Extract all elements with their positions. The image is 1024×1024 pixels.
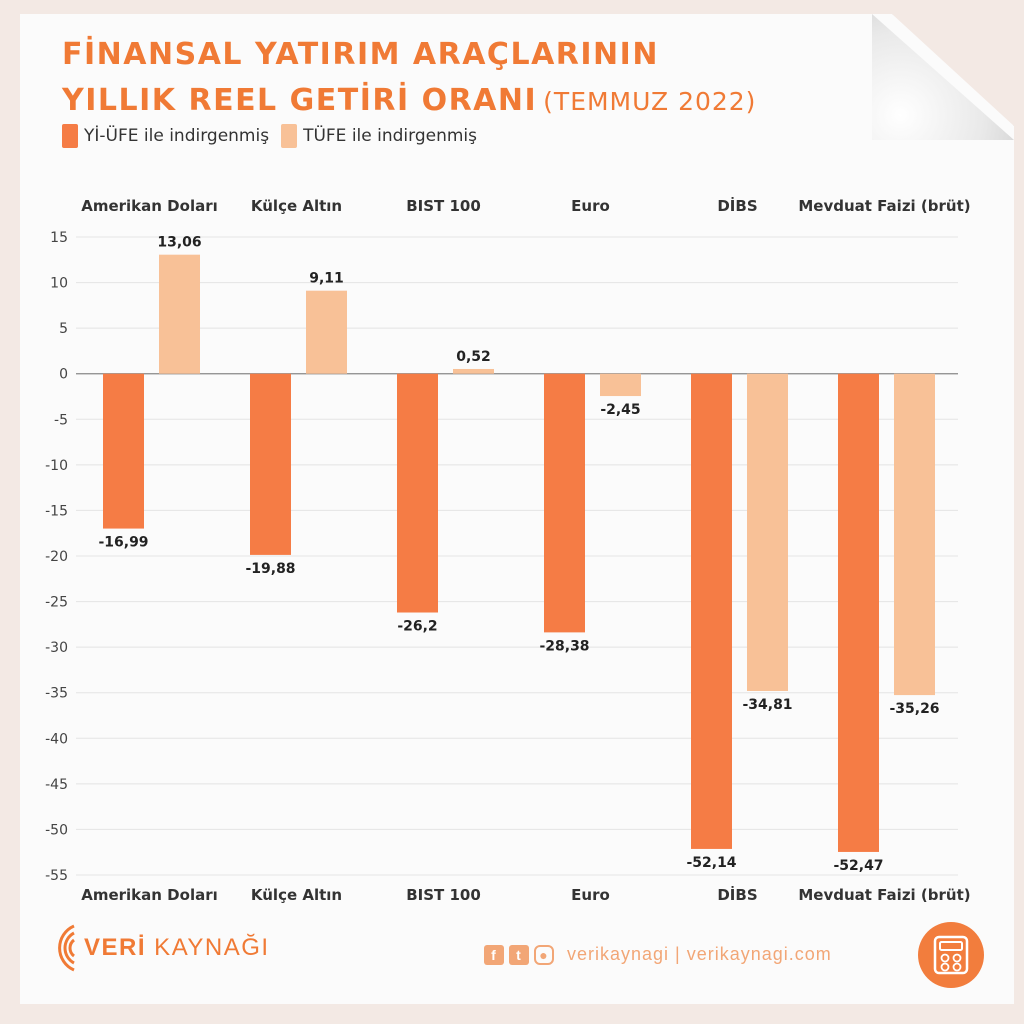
bar-series-1 [103,373,144,529]
bar-series-2 [159,254,200,374]
facebook-icon[interactable]: f [484,944,504,965]
brand-name-bold: VERİ [84,934,147,961]
legend: Yİ-ÜFE ile indirgenmiş TÜFE ile indirgen… [62,124,489,148]
data-label: 13,06 [157,235,201,251]
legend-swatch-series-1 [62,124,78,148]
x-category-label-top: Amerikan Doları [81,197,218,215]
data-label: 0,52 [456,349,491,365]
x-category-label-bottom: Külçe Altın [251,886,342,904]
data-label: -26,2 [397,619,437,635]
x-category-label-bottom: Amerikan Doları [81,886,218,904]
data-label: -19,88 [245,561,295,577]
calculator-icon [918,922,984,988]
y-tick-label: -45 [45,777,68,793]
y-tick-label: -10 [45,458,68,474]
bar-series-2 [894,373,935,696]
y-tick-label: 0 [59,367,68,383]
x-category-label-top: Mevduat Faizi (brüt) [798,197,970,215]
x-category-label-top: DİBS [717,196,757,215]
data-label: -28,38 [539,638,589,654]
y-tick-label: -40 [45,731,68,747]
bar-series-1 [250,373,291,555]
x-category-label-bottom: Euro [571,886,610,904]
y-tick-label: -15 [45,503,68,519]
title-line-2: YILLIK REEL GETİRİ ORANI [62,83,538,118]
bar-series-1 [544,373,585,633]
x-category-label-top: BIST 100 [406,197,481,215]
title-line-1: FİNANSAL YATIRIM ARAÇLARININ [62,37,659,72]
chart-title: FİNANSAL YATIRIM ARAÇLARININ YILLIK REEL… [62,32,756,125]
brand-logo: VERİ KAYNAĞI [38,918,270,978]
data-label: 9,11 [309,271,344,287]
bar-series-1 [838,373,879,852]
bar-series-1 [691,373,732,849]
legend-item-series-1: Yİ-ÜFE ile indirgenmiş [62,124,269,148]
bar-series-2 [747,373,788,691]
x-category-label-bottom: DİBS [717,885,757,904]
data-label: -52,47 [833,858,883,874]
instagram-icon[interactable]: ● [534,944,554,965]
y-tick-label: 10 [50,276,68,292]
y-tick-label: -50 [45,822,68,838]
y-tick-label: 5 [59,321,68,337]
data-label: -52,14 [686,855,736,871]
y-tick-label: -25 [45,595,68,611]
x-category-label-top: Külçe Altın [251,197,342,215]
data-label: -16,99 [98,535,148,551]
data-label: -34,81 [742,697,792,713]
x-category-label-bottom: Mevduat Faizi (brüt) [798,886,970,904]
legend-label-series-1: Yİ-ÜFE ile indirgenmiş [84,126,270,146]
bar-series-1 [397,373,438,613]
bar-series-2 [600,373,641,397]
social-links: f t ● verikaynagi | verikaynagi.com [484,944,832,965]
y-tick-label: -5 [54,412,68,428]
y-tick-label: -55 [45,868,68,884]
bar-series-2 [453,368,494,374]
legend-item-series-2: TÜFE ile indirgenmiş [281,124,477,148]
logo-arcs-icon [58,924,76,972]
brand-name-rest: KAYNAĞI [146,934,270,961]
title-date: (TEMMUZ 2022) [543,87,757,116]
x-category-label-bottom: BIST 100 [406,886,481,904]
bar-series-2 [306,290,347,374]
y-tick-label: -20 [45,549,68,565]
data-label: -2,45 [600,402,640,418]
legend-swatch-series-2 [281,124,298,148]
y-tick-label: -35 [45,686,68,702]
social-handle-text: verikaynagi | verikaynagi.com [567,944,832,964]
x-category-label-top: Euro [571,197,610,215]
y-tick-label: 15 [50,230,68,246]
legend-label-series-2: TÜFE ile indirgenmiş [303,126,478,146]
data-label: -35,26 [889,701,939,717]
y-tick-label: -30 [45,640,68,656]
twitter-icon[interactable]: t [509,944,529,965]
